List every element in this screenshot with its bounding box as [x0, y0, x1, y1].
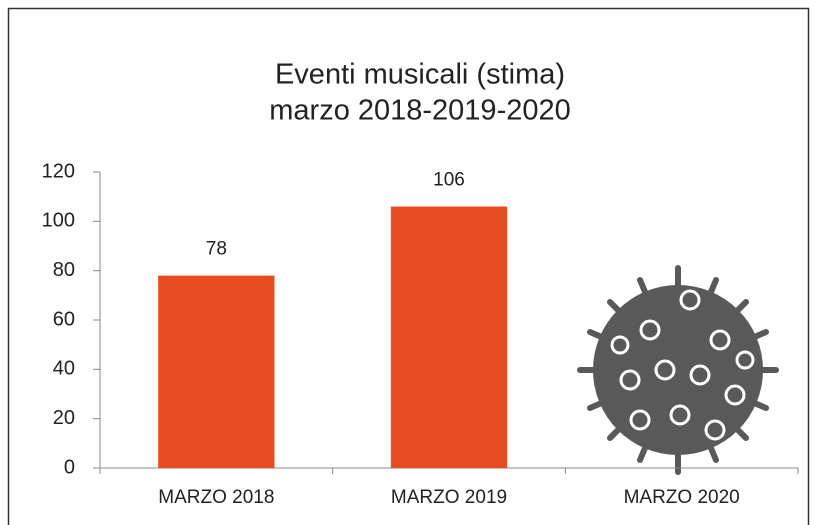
y-tick-label: 40	[53, 358, 75, 380]
x-tick-label: MARZO 2018	[158, 487, 274, 508]
chart-subtitle: marzo 2018-2019-2020	[269, 95, 570, 127]
chart: Eventi musicali (stima) marzo 2018-2019-…	[0, 0, 817, 525]
data-label: 78	[206, 239, 227, 260]
y-tick-label: 60	[53, 308, 75, 330]
x-tick-label: MARZO 2019	[391, 487, 507, 508]
y-tick-label: 0	[64, 456, 75, 478]
y-tick-label: 20	[53, 407, 75, 429]
x-tick-label: MARZO 2020	[624, 487, 740, 508]
bar	[158, 276, 274, 468]
chart-title: Eventi musicali (stima)	[275, 59, 565, 91]
y-tick-label: 80	[53, 259, 75, 281]
virus-icon	[580, 268, 776, 472]
y-tick-label: 100	[42, 210, 75, 232]
y-tick-label: 120	[42, 160, 75, 182]
data-label: 106	[433, 170, 465, 191]
bar	[391, 207, 507, 468]
